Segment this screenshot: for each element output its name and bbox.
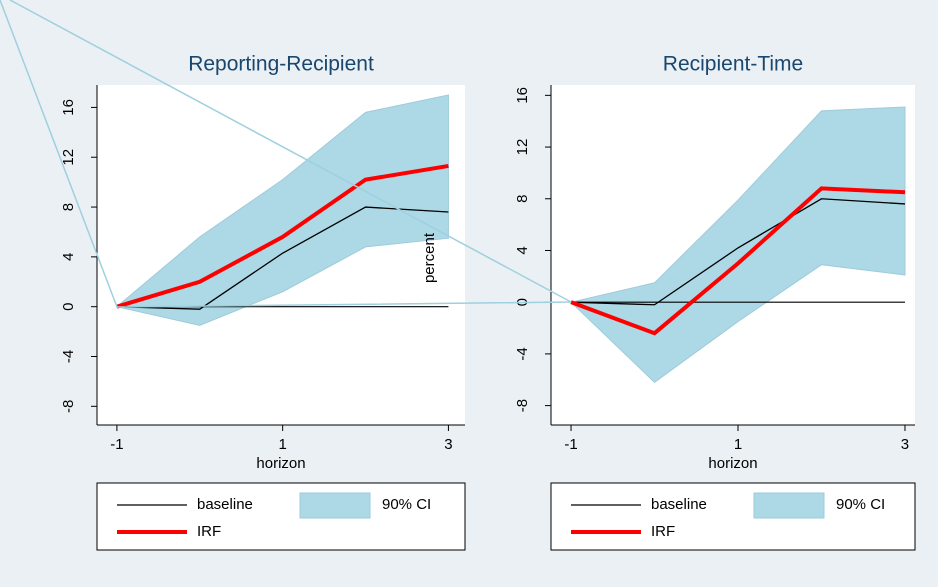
chart-title: Recipient-Time (663, 53, 803, 76)
legend-swatch (299, 492, 371, 519)
overlay-line (0, 0, 572, 308)
series-line (571, 198, 906, 306)
x-tick-label: 3 (901, 436, 909, 453)
legend-label: baseline (197, 496, 253, 513)
x-tick-label: -1 (110, 436, 123, 453)
x-axis-label: horizon (708, 455, 757, 472)
x-tick-label: 1 (734, 436, 742, 453)
series-line (570, 186, 906, 336)
y-tick-label: 0 (60, 303, 77, 311)
y-tick-label: -4 (514, 347, 531, 360)
series-line (116, 163, 449, 309)
legend (550, 482, 916, 551)
y-tick-label: -4 (60, 350, 77, 363)
legend-label: baseline (651, 496, 707, 513)
x-tick-label: 3 (444, 436, 452, 453)
x-tick-label: 1 (278, 436, 286, 453)
y-tick-label: 8 (60, 203, 77, 211)
y-tick-label: 4 (514, 246, 531, 254)
legend (96, 482, 466, 551)
y-tick-label: 12 (514, 139, 531, 156)
y-tick-label: 16 (514, 87, 531, 104)
legend-swatch (753, 492, 825, 519)
y-tick-label: 16 (60, 99, 77, 116)
x-tick-label: -1 (564, 436, 577, 453)
y-tick-label: 12 (60, 149, 77, 166)
series-line (116, 206, 449, 310)
legend-label: IRF (651, 523, 675, 540)
y-tick-label: -8 (60, 400, 77, 413)
y-tick-label: 4 (60, 253, 77, 261)
x-axis-label: horizon (256, 455, 305, 472)
legend-label: 90% CI (836, 496, 885, 513)
y-tick-label: -8 (514, 399, 531, 412)
legend-label: 90% CI (382, 496, 431, 513)
legend-label: IRF (197, 523, 221, 540)
y-axis-label: percent (421, 232, 438, 283)
chart-title: Reporting-Recipient (188, 53, 374, 76)
y-tick-label: 8 (514, 195, 531, 203)
